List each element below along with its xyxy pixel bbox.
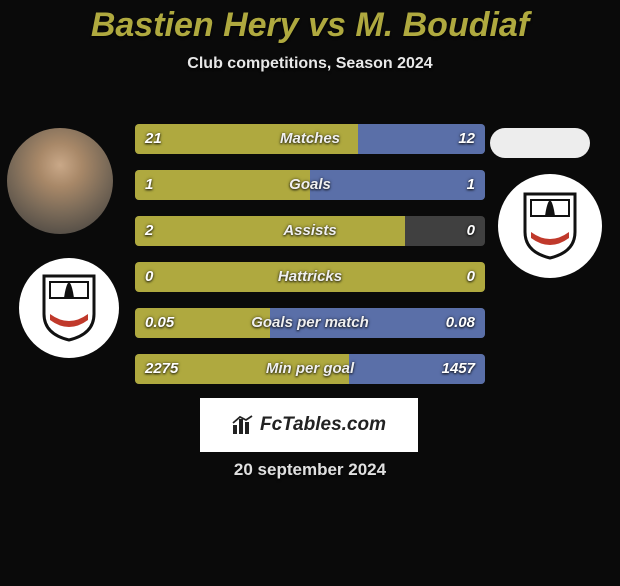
bar-left — [135, 216, 405, 246]
bars-icon — [232, 415, 254, 435]
page-subtitle: Club competitions, Season 2024 — [0, 55, 620, 73]
bar-left — [135, 170, 310, 200]
page-title: Bastien Hery vs M. Boudiaf — [0, 6, 620, 45]
player-right-avatar — [490, 128, 590, 158]
comparison-chart: 21 12 Matches 1 1 Goals 2 0 Assists 0 0 Hattricks 0.… — [135, 124, 485, 400]
player-left-avatar — [7, 128, 113, 234]
stat-value-left: 21 — [145, 124, 162, 154]
stat-row: 0.05 0.08 Goals per match — [135, 308, 485, 338]
stat-value-right: 1457 — [442, 354, 475, 384]
stat-value-right: 1 — [467, 170, 475, 200]
stat-value-left: 1 — [145, 170, 153, 200]
player-right-club-badge — [498, 174, 602, 278]
stat-row: 21 12 Matches — [135, 124, 485, 154]
stat-value-left: 2 — [145, 216, 153, 246]
stat-row: 2275 1457 Min per goal — [135, 354, 485, 384]
stat-value-right: 0.08 — [446, 308, 475, 338]
branding-badge: FcTables.com — [200, 398, 418, 452]
stat-row: 0 0 Hattricks — [135, 262, 485, 292]
footer-date: 20 september 2024 — [0, 460, 620, 480]
stat-value-left: 0 — [145, 262, 153, 292]
stat-label: Hattricks — [278, 262, 342, 292]
stat-value-right: 0 — [467, 262, 475, 292]
stat-label: Min per goal — [266, 354, 354, 384]
branding-text: FcTables.com — [260, 414, 386, 436]
stat-label: Goals per match — [251, 308, 369, 338]
stat-value-right: 12 — [458, 124, 475, 154]
stat-row: 2 0 Assists — [135, 216, 485, 246]
stat-value-right: 0 — [467, 216, 475, 246]
stat-value-left: 0.05 — [145, 308, 174, 338]
player-left-club-badge — [19, 258, 119, 358]
stat-label: Matches — [280, 124, 340, 154]
stat-value-left: 2275 — [145, 354, 178, 384]
shield-icon — [521, 192, 579, 260]
shield-icon — [40, 274, 98, 342]
stat-label: Assists — [283, 216, 336, 246]
stat-row: 1 1 Goals — [135, 170, 485, 200]
stat-label: Goals — [289, 170, 331, 200]
bar-right — [310, 170, 485, 200]
